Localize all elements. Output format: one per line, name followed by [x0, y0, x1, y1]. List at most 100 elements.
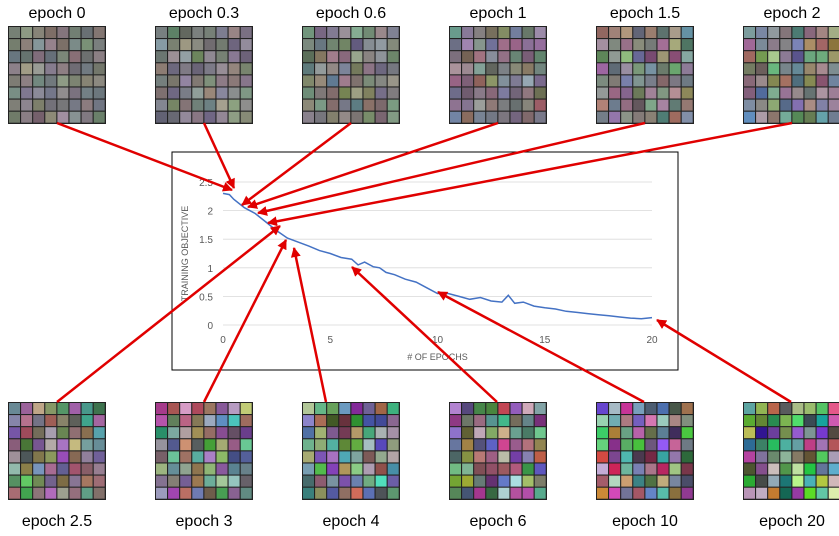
- filter-cell: [474, 111, 486, 123]
- filter-cell: [462, 463, 474, 475]
- filter-cell: [657, 75, 669, 87]
- filter-cell: [657, 451, 669, 463]
- filter-cell: [816, 111, 828, 123]
- filter-cell: [828, 415, 839, 427]
- filter-cell: [351, 415, 363, 427]
- filter-cell: [669, 39, 681, 51]
- filter-cell: [387, 403, 399, 414]
- filter-cell: [93, 39, 105, 51]
- filter-cell: [339, 27, 351, 38]
- filter-cell: [315, 75, 327, 87]
- filter-cell: [462, 63, 474, 75]
- filter-cell: [645, 51, 657, 63]
- filter-cell: [168, 475, 180, 487]
- filter-cell: [81, 39, 93, 51]
- filter-cell: [486, 63, 498, 75]
- filter-cell: [474, 475, 486, 487]
- filter-cell: [363, 111, 375, 123]
- arrow: [290, 247, 328, 403]
- filter-cell: [498, 427, 510, 439]
- filter-cell: [351, 27, 363, 38]
- filter-cell: [768, 403, 780, 414]
- filter-cell: [486, 451, 498, 463]
- filter-cell: [375, 63, 387, 75]
- filter-cell: [510, 427, 522, 439]
- filter-cell: [240, 99, 252, 111]
- filter-cell: [375, 463, 387, 475]
- filter-cell: [780, 451, 792, 463]
- filter-cell: [792, 463, 804, 475]
- filter-cell: [315, 111, 327, 123]
- filter-cell: [597, 87, 608, 99]
- filter-cell: [816, 51, 828, 63]
- filter-cell: [45, 463, 57, 475]
- snapshot-label: epoch 0.3: [169, 5, 239, 22]
- filter-cell: [327, 39, 339, 51]
- filter-cell: [168, 39, 180, 51]
- filter-cell: [387, 87, 399, 99]
- filter-cell: [828, 463, 839, 475]
- filter-cell: [645, 427, 657, 439]
- filter-cell: [327, 99, 339, 111]
- filter-cell: [93, 487, 105, 499]
- filter-cell: [375, 487, 387, 499]
- filter-cell: [498, 403, 510, 414]
- filter-cell: [21, 111, 33, 123]
- filter-cell: [657, 63, 669, 75]
- filter-cell: [216, 51, 228, 63]
- filter-cell: [93, 63, 105, 75]
- filter-cell: [21, 87, 33, 99]
- filter-cell: [645, 415, 657, 427]
- filter-cell: [792, 475, 804, 487]
- filter-cell: [498, 27, 510, 38]
- filter-cell: [351, 463, 363, 475]
- filter-cell: [240, 463, 252, 475]
- filter-cell: [609, 427, 621, 439]
- filter-cell: [240, 75, 252, 87]
- filter-cell: [474, 87, 486, 99]
- filter-cell: [387, 39, 399, 51]
- filter-cell: [192, 63, 204, 75]
- filter-cell: [621, 403, 633, 414]
- filter-cell: [93, 111, 105, 123]
- filter-cell: [828, 51, 839, 63]
- filter-cell: [462, 427, 474, 439]
- filter-cell: [69, 87, 81, 99]
- filter-cell: [474, 51, 486, 63]
- filter-cell: [93, 27, 105, 38]
- filter-cell: [486, 475, 498, 487]
- filter-cell: [21, 415, 33, 427]
- filter-cell: [45, 403, 57, 414]
- filter-cell: [339, 75, 351, 87]
- filter-cell: [33, 63, 45, 75]
- filter-cell: [9, 403, 20, 414]
- filter-cell: [510, 27, 522, 38]
- filter-cell: [657, 415, 669, 427]
- filter-cell: [327, 475, 339, 487]
- filter-cell: [792, 75, 804, 87]
- filter-cell: [57, 487, 69, 499]
- filter-cell: [375, 111, 387, 123]
- filter-cell: [192, 39, 204, 51]
- filter-cell: [768, 111, 780, 123]
- filter-cell: [204, 451, 216, 463]
- filter-cell: [681, 427, 693, 439]
- filter-cell: [462, 99, 474, 111]
- filter-cell: [240, 415, 252, 427]
- y-tick-label: 1: [207, 264, 213, 275]
- filter-cell: [669, 87, 681, 99]
- filter-cell: [216, 99, 228, 111]
- filter-cell: [228, 463, 240, 475]
- filter-cell: [81, 415, 93, 427]
- filter-cell: [303, 27, 314, 38]
- filter-cell: [462, 487, 474, 499]
- filter-cell: [534, 87, 546, 99]
- filter-cell: [669, 63, 681, 75]
- filter-cell: [228, 27, 240, 38]
- filter-cell: [498, 487, 510, 499]
- filter-cell: [303, 463, 314, 475]
- filter-cell: [756, 439, 768, 451]
- filter-cell: [657, 439, 669, 451]
- filter-cell: [462, 415, 474, 427]
- filter-cell: [522, 415, 534, 427]
